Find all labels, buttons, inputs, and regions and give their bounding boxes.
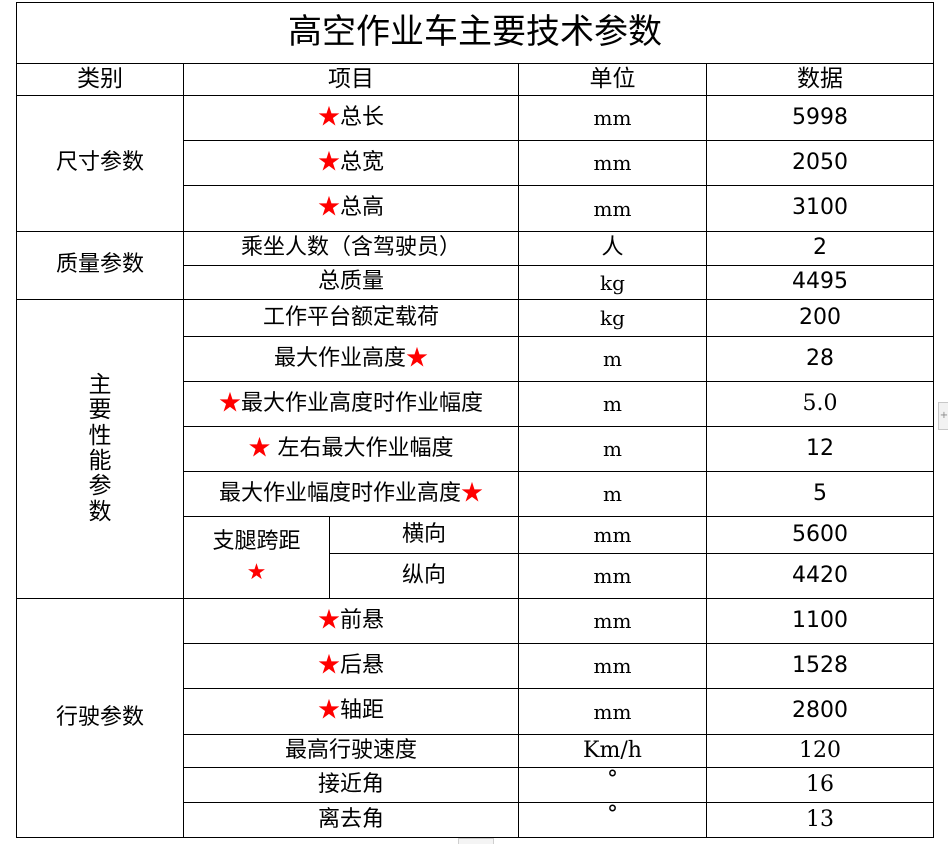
row-value: 13	[706, 802, 934, 838]
row-unit: mm	[518, 95, 707, 141]
row-item: 工作平台额定载荷	[183, 299, 519, 337]
row-value: 5.0	[706, 381, 934, 427]
row-unit: 人	[518, 231, 707, 266]
add-icon[interactable]: +	[938, 402, 948, 430]
resize-handle[interactable]	[458, 838, 494, 844]
row-value: 3100	[706, 185, 934, 232]
item-label: 前悬	[340, 607, 385, 633]
item-label: 左右最大作业幅度	[270, 435, 454, 461]
category-char: 数	[88, 498, 112, 525]
row-unit: mm	[518, 553, 707, 599]
row-unit: mm	[518, 185, 707, 232]
row-item: ★总高	[183, 185, 519, 232]
item-label: 总高	[340, 195, 385, 221]
row-unit: mm	[518, 598, 707, 644]
row-unit: m	[518, 381, 707, 427]
category-main-performance: 主 要 性 能 参 数	[16, 299, 184, 599]
row-unit: mm	[518, 140, 707, 186]
row-item: 离去角	[183, 802, 519, 838]
category-char: 能	[88, 448, 112, 474]
star-icon: ★	[246, 559, 267, 585]
row-item: 乘坐人数（含驾驶员）	[183, 231, 519, 266]
category-char: 性	[88, 422, 112, 449]
header-category: 类别	[16, 63, 184, 96]
item-label: 总宽	[340, 149, 385, 175]
header-item: 项目	[183, 63, 519, 96]
star-icon: ★	[248, 435, 271, 461]
star-icon: ★	[317, 607, 340, 633]
category-char: 主	[88, 372, 112, 399]
row-value: 2800	[706, 688, 934, 735]
category-char: 参	[88, 473, 112, 500]
outrigger-label: 支腿跨距	[212, 529, 301, 555]
header-value: 数据	[706, 63, 934, 96]
row-item: 总质量	[183, 265, 519, 300]
row-value: 120	[706, 734, 934, 768]
spec-table: 高空作业车主要技术参数 类别 项目 单位 数据 尺寸参数 ★总长 mm 5998…	[16, 2, 934, 838]
row-value: 5998	[706, 95, 934, 141]
table-title: 高空作业车主要技术参数	[16, 2, 934, 64]
row-item: 横向	[329, 516, 519, 554]
row-item: 接近角	[183, 767, 519, 803]
row-value: 2050	[706, 140, 934, 186]
star-icon: ★	[218, 390, 241, 416]
header-unit: 单位	[518, 63, 707, 96]
row-unit: °	[518, 767, 707, 803]
row-item: ★后悬	[183, 643, 519, 689]
row-value: 4495	[706, 265, 934, 300]
row-unit: kg	[518, 265, 707, 300]
row-item: ★ 左右最大作业幅度	[183, 426, 519, 472]
category-char: 要	[88, 397, 112, 424]
row-item: 纵向	[329, 553, 519, 599]
row-value: 12	[706, 426, 934, 472]
item-label: 后悬	[340, 652, 385, 678]
item-label: 最大作业高度时作业幅度	[241, 390, 484, 416]
star-icon: ★	[317, 104, 340, 130]
star-icon: ★	[406, 345, 429, 371]
row-value: 200	[706, 299, 934, 337]
row-unit: m	[518, 336, 707, 382]
row-unit: mm	[518, 516, 707, 554]
category-size: 尺寸参数	[16, 95, 184, 232]
row-item: 最大作业幅度时作业高度★	[183, 471, 519, 517]
row-value: 5	[706, 471, 934, 517]
row-value: 4420	[706, 553, 934, 599]
row-item: ★前悬	[183, 598, 519, 644]
star-icon: ★	[317, 149, 340, 175]
row-value: 2	[706, 231, 934, 266]
item-label: 最大作业高度	[273, 345, 406, 371]
row-value: 1100	[706, 598, 934, 644]
row-item: ★总长	[183, 95, 519, 141]
row-unit: °	[518, 802, 707, 838]
star-icon: ★	[317, 195, 340, 221]
category-driving: 行驶参数	[16, 598, 184, 838]
row-unit: mm	[518, 643, 707, 689]
item-label: 总长	[340, 104, 385, 130]
outrigger-span-cell: 支腿跨距 ★	[183, 516, 330, 599]
row-item: ★轴距	[183, 688, 519, 735]
row-item: ★最大作业高度时作业幅度	[183, 381, 519, 427]
item-label: 轴距	[340, 698, 385, 724]
star-icon: ★	[317, 698, 340, 724]
category-mass: 质量参数	[16, 231, 184, 300]
row-item: 最高行驶速度	[183, 734, 519, 768]
item-label: 最大作业幅度时作业高度	[218, 480, 461, 506]
row-unit: kg	[518, 299, 707, 337]
row-value: 1528	[706, 643, 934, 689]
row-unit: mm	[518, 688, 707, 735]
star-icon: ★	[317, 652, 340, 678]
row-unit: m	[518, 471, 707, 517]
row-unit: Km/h	[518, 734, 707, 768]
star-icon: ★	[461, 480, 484, 506]
row-item: 最大作业高度★	[183, 336, 519, 382]
row-value: 16	[706, 767, 934, 803]
row-value: 28	[706, 336, 934, 382]
row-unit: m	[518, 426, 707, 472]
row-value: 5600	[706, 516, 934, 554]
row-item: ★总宽	[183, 140, 519, 186]
